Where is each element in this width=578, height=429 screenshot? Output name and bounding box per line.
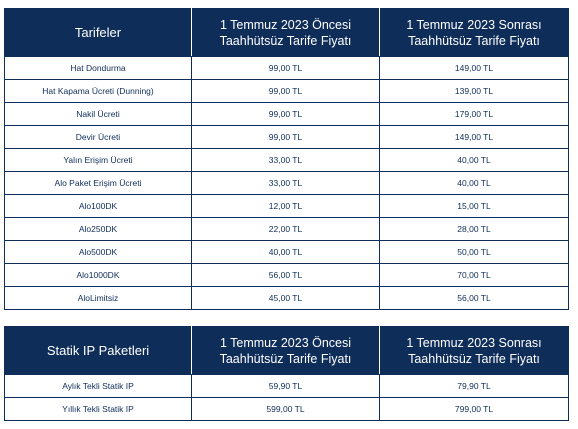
new-price-cell: 149,00 TL bbox=[379, 56, 569, 80]
new-price-cell: 56,00 TL bbox=[379, 286, 569, 310]
column-header: 1 Temmuz 2023 Sonrası Taahhütsüz Tarife … bbox=[379, 8, 569, 57]
static-ip-table-header: Statik IP Paketleri 1 Temmuz 2023 Öncesi … bbox=[4, 326, 569, 375]
table-row: Aylık Tekli Statik IP 59,90 TL 79,90 TL bbox=[4, 374, 569, 398]
table-row: Nakil Ücreti 99,00 TL 179,00 TL bbox=[4, 102, 569, 126]
table-row: Alo500DK 40,00 TL 50,00 TL bbox=[4, 240, 569, 264]
old-price-cell: 12,00 TL bbox=[191, 194, 380, 218]
old-price-cell: 33,00 TL bbox=[191, 148, 380, 172]
old-price-cell: 56,00 TL bbox=[191, 263, 380, 287]
column-header: Statik IP Paketleri bbox=[4, 326, 192, 375]
tariff-name-cell: Nakil Ücreti bbox=[4, 102, 192, 126]
old-price-cell: 59,90 TL bbox=[191, 374, 380, 398]
new-price-cell: 15,00 TL bbox=[379, 194, 569, 218]
table-row: Devir Ücreti 99,00 TL 149,00 TL bbox=[4, 125, 569, 149]
old-price-cell: 99,00 TL bbox=[191, 79, 380, 103]
old-price-cell: 99,00 TL bbox=[191, 102, 380, 126]
new-price-cell: 149,00 TL bbox=[379, 125, 569, 149]
tariff-name-cell: Hat Dondurma bbox=[4, 56, 192, 80]
column-header: 1 Temmuz 2023 Sonrası Taahhütsüz Tarife … bbox=[379, 326, 569, 375]
old-price-cell: 22,00 TL bbox=[191, 217, 380, 241]
tariff-name-cell: AloLimitsiz bbox=[4, 286, 192, 310]
column-header: Tarifeler bbox=[4, 8, 192, 57]
table-row: Alo250DK 22,00 TL 28,00 TL bbox=[4, 217, 569, 241]
new-price-cell: 40,00 TL bbox=[379, 148, 569, 172]
tariff-name-cell: Alo250DK bbox=[4, 217, 192, 241]
tariff-table-header: Tarifeler 1 Temmuz 2023 Öncesi Taahhütsüz… bbox=[4, 8, 569, 57]
new-price-cell: 139,00 TL bbox=[379, 79, 569, 103]
old-price-cell: 33,00 TL bbox=[191, 171, 380, 195]
new-price-cell: 40,00 TL bbox=[379, 171, 569, 195]
old-price-cell: 40,00 TL bbox=[191, 240, 380, 264]
table-row: Hat Dondurma 99,00 TL 149,00 TL bbox=[4, 56, 569, 80]
table-row: Yalın Erişim Ücreti 33,00 TL 40,00 TL bbox=[4, 148, 569, 172]
tariff-name-cell: Yıllık Tekli Statik IP bbox=[4, 397, 192, 421]
tariff-name-cell: Aylık Tekli Statik IP bbox=[4, 374, 192, 398]
new-price-cell: 28,00 TL bbox=[379, 217, 569, 241]
static-ip-table-body: Aylık Tekli Statik IP 59,90 TL 79,90 TL Yıl… bbox=[4, 374, 569, 421]
old-price-cell: 99,00 TL bbox=[191, 125, 380, 149]
new-price-cell: 50,00 TL bbox=[379, 240, 569, 264]
table-row: Hat Kapama Ücreti (Dunning) 99,00 TL 139,0… bbox=[4, 79, 569, 103]
static-ip-table: Statik IP Paketleri 1 Temmuz 2023 Öncesi … bbox=[4, 326, 569, 421]
tariff-name-cell: Alo500DK bbox=[4, 240, 192, 264]
column-header: 1 Temmuz 2023 Öncesi Taahhütsüz Tarife F… bbox=[191, 8, 380, 57]
tariff-name-cell: Alo100DK bbox=[4, 194, 192, 218]
new-price-cell: 70,00 TL bbox=[379, 263, 569, 287]
header-row: Statik IP Paketleri 1 Temmuz 2023 Öncesi … bbox=[4, 326, 569, 375]
old-price-cell: 99,00 TL bbox=[191, 56, 380, 80]
tariff-table-body: Hat Dondurma 99,00 TL 149,00 TL Hat Kapama … bbox=[4, 56, 569, 310]
table-row: Alo Paket Erişim Ücreti 33,00 TL 40,00 TL bbox=[4, 171, 569, 195]
table-row: Alo100DK 12,00 TL 15,00 TL bbox=[4, 194, 569, 218]
old-price-cell: 45,00 TL bbox=[191, 286, 380, 310]
old-price-cell: 599,00 TL bbox=[191, 397, 380, 421]
tariff-name-cell: Hat Kapama Ücreti (Dunning) bbox=[4, 79, 192, 103]
column-header: 1 Temmuz 2023 Öncesi Taahhütsüz Tarife F… bbox=[191, 326, 380, 375]
new-price-cell: 179,00 TL bbox=[379, 102, 569, 126]
table-row: Yıllık Tekli Statik IP 599,00 TL 799,00 TL bbox=[4, 397, 569, 421]
tariff-name-cell: Yalın Erişim Ücreti bbox=[4, 148, 192, 172]
table-row: AloLimitsiz 45,00 TL 56,00 TL bbox=[4, 286, 569, 310]
tariff-name-cell: Alo1000DK bbox=[4, 263, 192, 287]
tariff-name-cell: Alo Paket Erişim Ücreti bbox=[4, 171, 192, 195]
new-price-cell: 799,00 TL bbox=[379, 397, 569, 421]
tariff-name-cell: Devir Ücreti bbox=[4, 125, 192, 149]
tariff-table: Tarifeler 1 Temmuz 2023 Öncesi Taahhütsüz… bbox=[4, 8, 569, 310]
header-row: Tarifeler 1 Temmuz 2023 Öncesi Taahhütsüz… bbox=[4, 8, 569, 57]
new-price-cell: 79,90 TL bbox=[379, 374, 569, 398]
table-row: Alo1000DK 56,00 TL 70,00 TL bbox=[4, 263, 569, 287]
